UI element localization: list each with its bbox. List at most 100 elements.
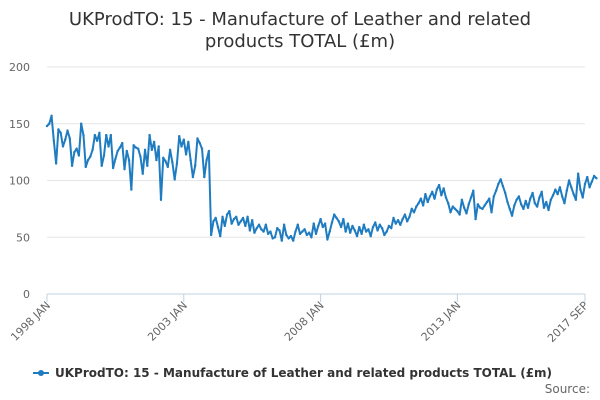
data-point [401, 217, 404, 221]
data-point [396, 219, 400, 222]
data-point [335, 216, 338, 220]
data-point [348, 231, 352, 234]
data-point [360, 232, 363, 236]
data-point [551, 194, 555, 197]
data-point [399, 223, 402, 226]
data-point [355, 234, 359, 238]
data-point [214, 216, 217, 220]
data-point [583, 182, 587, 186]
data-point [421, 204, 425, 207]
data-point [524, 199, 527, 203]
data-point [447, 202, 450, 205]
data-point [235, 215, 238, 219]
data-point [191, 175, 195, 179]
data-point [178, 135, 181, 138]
data-point [64, 138, 67, 141]
data-point [105, 133, 108, 137]
data-point [79, 122, 83, 125]
data-point [75, 147, 78, 150]
data-point [426, 200, 429, 204]
data-point [581, 196, 584, 199]
data-point [428, 195, 432, 198]
legend-marker-icon [38, 370, 44, 376]
x-tick-marks [46, 294, 586, 302]
data-point [312, 222, 315, 225]
data-point [171, 161, 174, 164]
data-point [344, 230, 347, 233]
data-point [48, 122, 51, 125]
data-point [317, 224, 320, 228]
data-point [561, 195, 564, 198]
data-point [330, 221, 334, 224]
data-point [590, 180, 594, 183]
data-point [164, 160, 167, 163]
data-point [542, 206, 546, 209]
data-point [328, 230, 331, 233]
data-point [476, 203, 480, 206]
data-point [460, 198, 464, 201]
x-tick-label: 2013 JAN [419, 299, 464, 344]
data-point [333, 213, 336, 216]
data-point [478, 206, 482, 209]
data-point [410, 207, 413, 211]
data-point [545, 200, 548, 204]
data-point [301, 230, 304, 233]
data-point [278, 229, 281, 232]
data-point [289, 234, 293, 238]
data-point [321, 225, 325, 229]
series-line[interactable] [46, 114, 598, 242]
data-point [408, 215, 411, 219]
data-point [162, 156, 165, 159]
data-point [572, 192, 575, 196]
data-point [95, 139, 99, 142]
x-tick-label: 1998 JAN [8, 299, 53, 344]
data-point [369, 234, 372, 238]
data-point [248, 229, 252, 232]
data-point [70, 164, 74, 167]
data-point [146, 164, 149, 167]
data-point [440, 194, 443, 197]
data-point [535, 205, 539, 208]
data-point [118, 146, 122, 149]
data-point [102, 154, 106, 157]
data-point [98, 131, 101, 135]
data-point [371, 225, 375, 229]
legend[interactable]: UKProdTO: 15 - Manufacture of Leather an… [33, 366, 552, 380]
data-point [538, 196, 541, 199]
plot-area [45, 114, 598, 242]
data-point [337, 220, 340, 223]
data-point [310, 236, 313, 239]
data-point [244, 224, 247, 228]
data-point [228, 209, 231, 213]
data-point [515, 198, 518, 201]
data-point [437, 183, 441, 187]
data-point [376, 229, 379, 232]
data-point [123, 167, 126, 171]
data-point [364, 230, 368, 233]
data-point [260, 228, 263, 231]
data-point [433, 197, 436, 200]
series-points [45, 114, 598, 242]
data-point [175, 162, 179, 165]
data-point [462, 206, 466, 209]
data-point [303, 228, 306, 231]
data-point [488, 197, 491, 200]
data-point [481, 207, 484, 211]
data-point [100, 164, 103, 167]
data-point [592, 174, 596, 178]
data-point [200, 147, 204, 150]
data-point [405, 220, 409, 223]
data-point [136, 147, 140, 150]
data-point [57, 128, 60, 131]
data-point [152, 140, 156, 144]
data-point [506, 200, 509, 204]
data-point [383, 233, 386, 237]
data-point [499, 178, 502, 181]
chart-title-line-1: UKProdTO: 15 - Manufacture of Leather an… [69, 9, 531, 30]
data-point [292, 239, 295, 242]
data-point [307, 231, 311, 234]
data-point [264, 223, 268, 226]
chart-title-line-2: products TOTAL (£m) [205, 31, 395, 52]
data-point [221, 215, 224, 219]
